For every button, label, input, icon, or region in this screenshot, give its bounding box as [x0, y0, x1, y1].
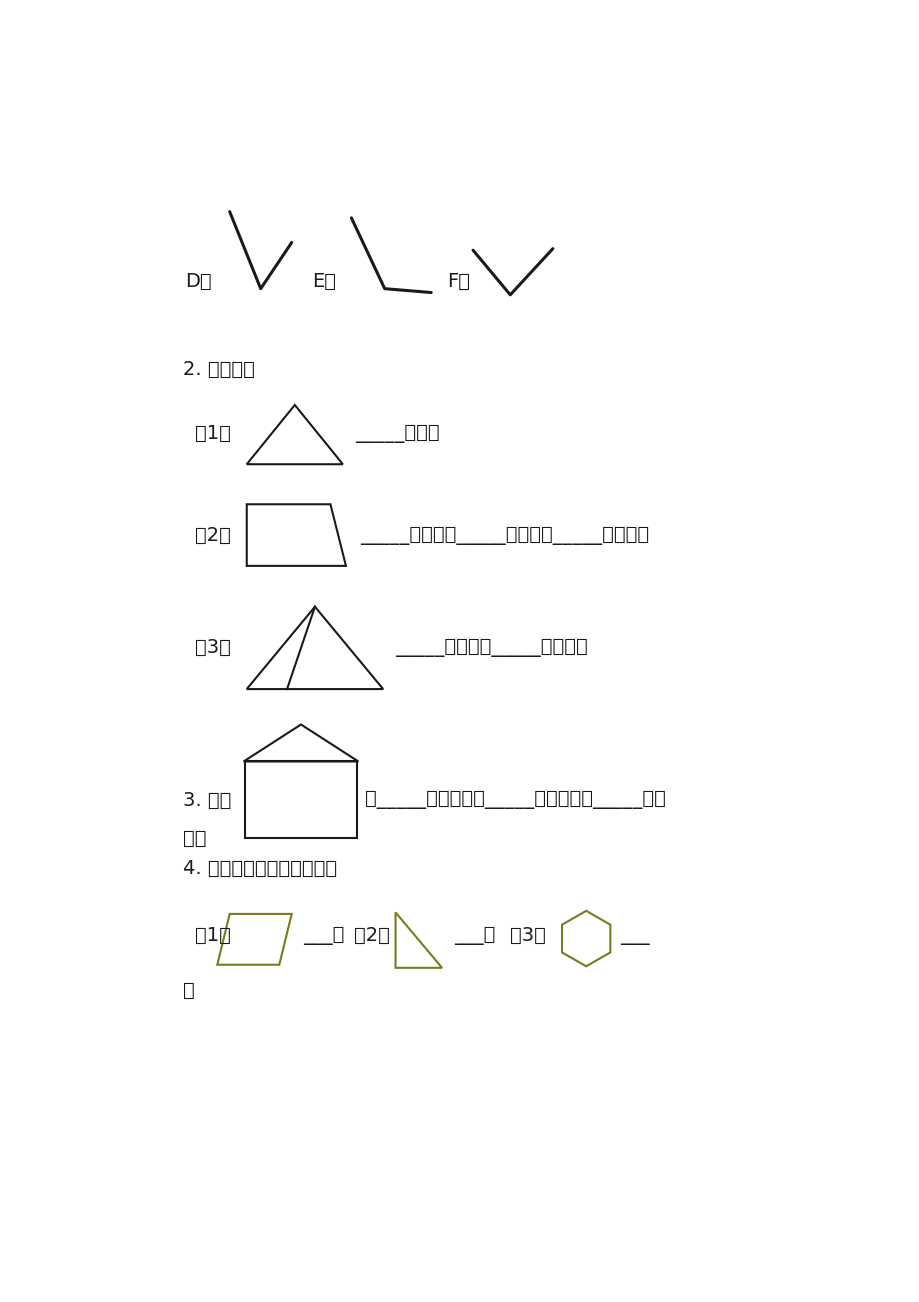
- Text: 角。: 角。: [183, 829, 207, 848]
- Text: E、: E、: [312, 272, 336, 292]
- Text: 有_____个直角，有_____个锐角，有_____个鬝: 有_____个直角，有_____个锐角，有_____个鬝: [364, 790, 664, 810]
- Text: F、: F、: [447, 272, 470, 292]
- Text: _____个锐角: _____个锐角: [355, 424, 439, 443]
- Text: ___: ___: [619, 926, 649, 945]
- Text: _____个锐角，_____个鬝角。: _____个锐角，_____个鬝角。: [395, 638, 587, 658]
- Text: ___个: ___个: [454, 926, 495, 945]
- Text: （2）: （2）: [195, 526, 231, 544]
- Text: （3）: （3）: [510, 926, 546, 945]
- Text: ___个: ___个: [303, 926, 345, 945]
- Text: 个: 个: [183, 982, 195, 1000]
- Text: （1）: （1）: [195, 424, 231, 443]
- Text: _____个直角，_____个锐角，_____个鬝角。: _____个直角，_____个锐角，_____个鬝角。: [359, 526, 648, 544]
- Text: D、: D、: [185, 272, 211, 292]
- Text: （3）: （3）: [195, 638, 231, 658]
- Text: 4. 下面的图形各有几个角。: 4. 下面的图形各有几个角。: [183, 858, 337, 878]
- Text: （1）: （1）: [195, 926, 231, 945]
- Text: 3. 图中: 3. 图中: [183, 790, 232, 810]
- Text: 2. 数一数。: 2. 数一数。: [183, 361, 255, 379]
- Text: （2）: （2）: [353, 926, 389, 945]
